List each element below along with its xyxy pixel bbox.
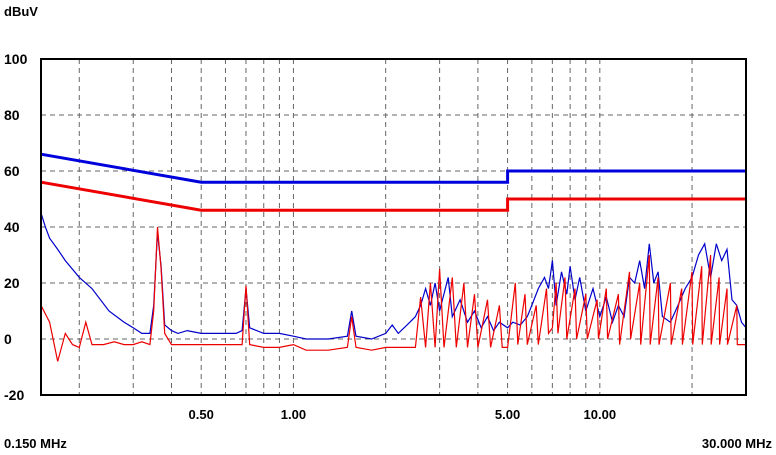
plot-area-border [40,58,747,396]
x-end-label: 30.000 MHz [702,436,773,451]
limit-line-2 [40,180,746,212]
x-tick-label: 1.00 [281,407,306,422]
limit-lines [40,152,746,212]
series-lines [40,212,747,362]
limit-line-1 [40,152,746,184]
y-tick-label: 40 [4,219,20,235]
x-tick-label: 0.50 [189,407,214,422]
x-tick-label: 5.00 [495,407,520,422]
x-tick-labels: 0.50 1.00 5.00 10.00 [189,407,617,422]
y-tick-labels: 100 80 60 40 20 0 -20 [4,51,28,403]
y-tick-label: 20 [4,275,20,291]
series-line-2 [40,226,746,362]
y-axis-label: dBuV [4,4,38,19]
y-tick-label: -20 [4,387,24,403]
y-tick-label: 100 [4,51,28,67]
x-tick-label: 10.00 [584,407,617,422]
x-start-label: 0.150 MHz [4,436,67,451]
y-tick-label: 60 [4,163,20,179]
y-tick-label: 0 [4,331,12,347]
y-tick-label: 80 [4,107,20,123]
